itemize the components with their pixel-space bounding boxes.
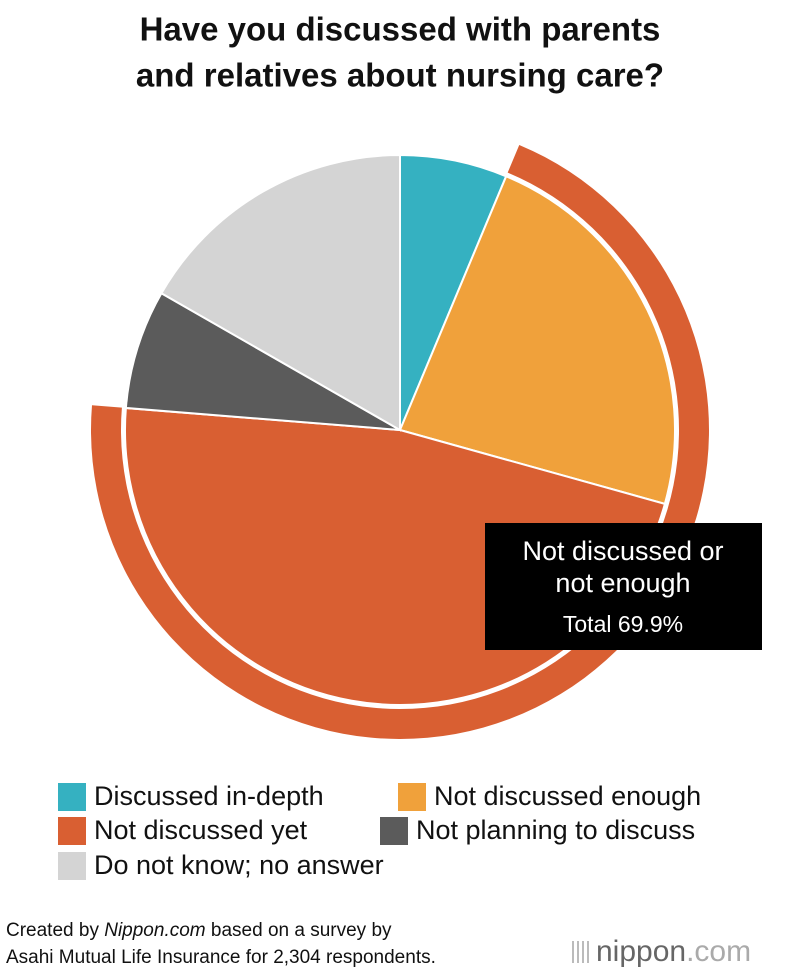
source-text: based on a survey by (211, 920, 392, 941)
pie-slice (398, 174, 676, 506)
annotation-total: Total 69.9% (563, 611, 683, 637)
legend-swatch (58, 852, 86, 880)
chart-title: Have you discussed with parents (140, 11, 661, 48)
legend-swatch (380, 817, 408, 845)
source-text: Nippon.com (104, 920, 205, 941)
logo-icon (572, 941, 589, 963)
logo: nippon.com (596, 935, 751, 968)
legend-label: Not planning to discuss (416, 815, 695, 845)
source-text: Created by (6, 920, 99, 941)
legend-swatch (398, 783, 426, 811)
legend-label: Do not know; no answer (94, 850, 384, 880)
chart-title: and relatives about nursing care? (136, 57, 664, 94)
annotation-text: not enough (555, 568, 690, 598)
legend: Discussed in-depth Not discussed enough No… (58, 781, 701, 880)
legend-label: Discussed in-depth (94, 781, 324, 811)
legend-swatch (58, 817, 86, 845)
legend-label: Not discussed enough (434, 781, 701, 811)
source: Created by Nippon.com based on a survey … (6, 920, 392, 941)
annotation-box (485, 523, 762, 650)
legend-label: Not discussed yet (94, 815, 308, 845)
annotation-text: Not discussed or (522, 536, 723, 566)
legend-swatch (58, 783, 86, 811)
pie-slice (160, 153, 401, 432)
logo-text: .com (686, 935, 751, 968)
source-text: Asahi Mutual Life Insurance for 2,304 re… (6, 947, 436, 968)
logo-text: nippon (596, 935, 686, 968)
pie-slice (124, 291, 401, 431)
